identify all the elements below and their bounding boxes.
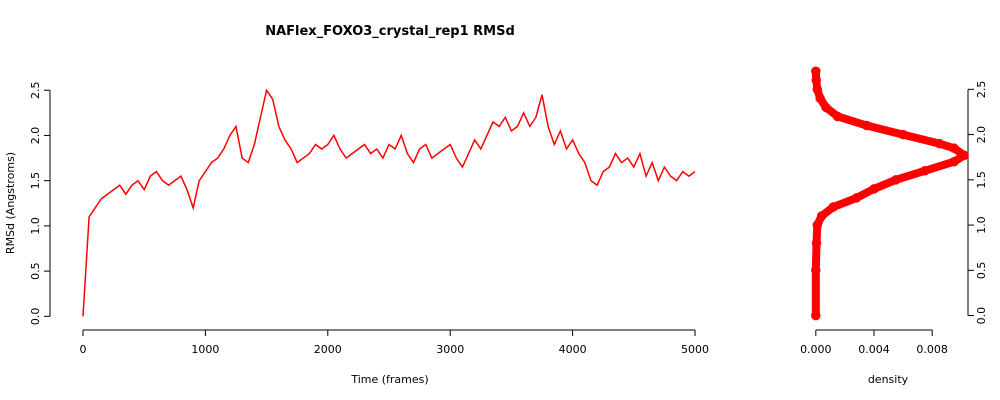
point	[861, 120, 872, 131]
x-tick-label: 4000	[559, 343, 587, 356]
y-tick-label: 2.5	[29, 81, 42, 99]
point	[851, 193, 862, 203]
y-tick-label: 2.0	[29, 127, 42, 145]
point	[949, 156, 959, 167]
x-axis-label: Time (frames)	[350, 373, 428, 386]
y-tick-label: 1.0	[29, 217, 42, 235]
point	[811, 75, 822, 86]
x-tick-label: 3000	[436, 343, 464, 356]
point	[812, 84, 823, 95]
point	[812, 220, 823, 230]
point	[959, 150, 969, 161]
x-tick-label: 0.000	[800, 343, 832, 356]
y-tick-label: 2.0	[975, 126, 988, 144]
y-axis-label: RMSd (Angstroms)	[4, 152, 17, 254]
point	[920, 166, 930, 176]
x-tick-label: 0	[79, 343, 86, 356]
point	[891, 175, 901, 185]
x-tick-label: 5000	[681, 343, 709, 356]
point	[816, 211, 827, 221]
y-tick-label: 1.5	[29, 172, 42, 190]
point	[934, 138, 945, 149]
point	[949, 143, 959, 153]
y-tick-label: 0.5	[29, 262, 42, 280]
x-tick-label: 1000	[191, 343, 219, 356]
density-curve	[811, 67, 969, 320]
y-tick-label: 2.5	[975, 81, 988, 99]
x-tick-label: 2000	[314, 343, 342, 356]
y-tick-label: 1.5	[975, 171, 988, 189]
point	[828, 202, 839, 212]
point	[811, 265, 821, 276]
y-tick-label: 1.0	[975, 216, 988, 234]
x-tick-label: 0.008	[916, 343, 948, 356]
point	[811, 310, 821, 321]
point	[898, 129, 908, 140]
y-tick-label: 0.0	[29, 308, 42, 326]
point	[815, 93, 825, 104]
point	[869, 184, 879, 194]
y-tick-label: 0.5	[975, 262, 988, 280]
chart-title: NAFlex_FOXO3_crystal_rep1 RMSd	[265, 24, 515, 39]
point	[821, 102, 831, 113]
point	[811, 66, 821, 76]
point	[832, 111, 843, 122]
line-series	[82, 88, 696, 317]
point	[811, 238, 822, 248]
x-axis-label: density	[868, 373, 909, 386]
x-tick-label: 0.004	[858, 343, 890, 356]
y-tick-label: 0.0	[975, 307, 988, 325]
